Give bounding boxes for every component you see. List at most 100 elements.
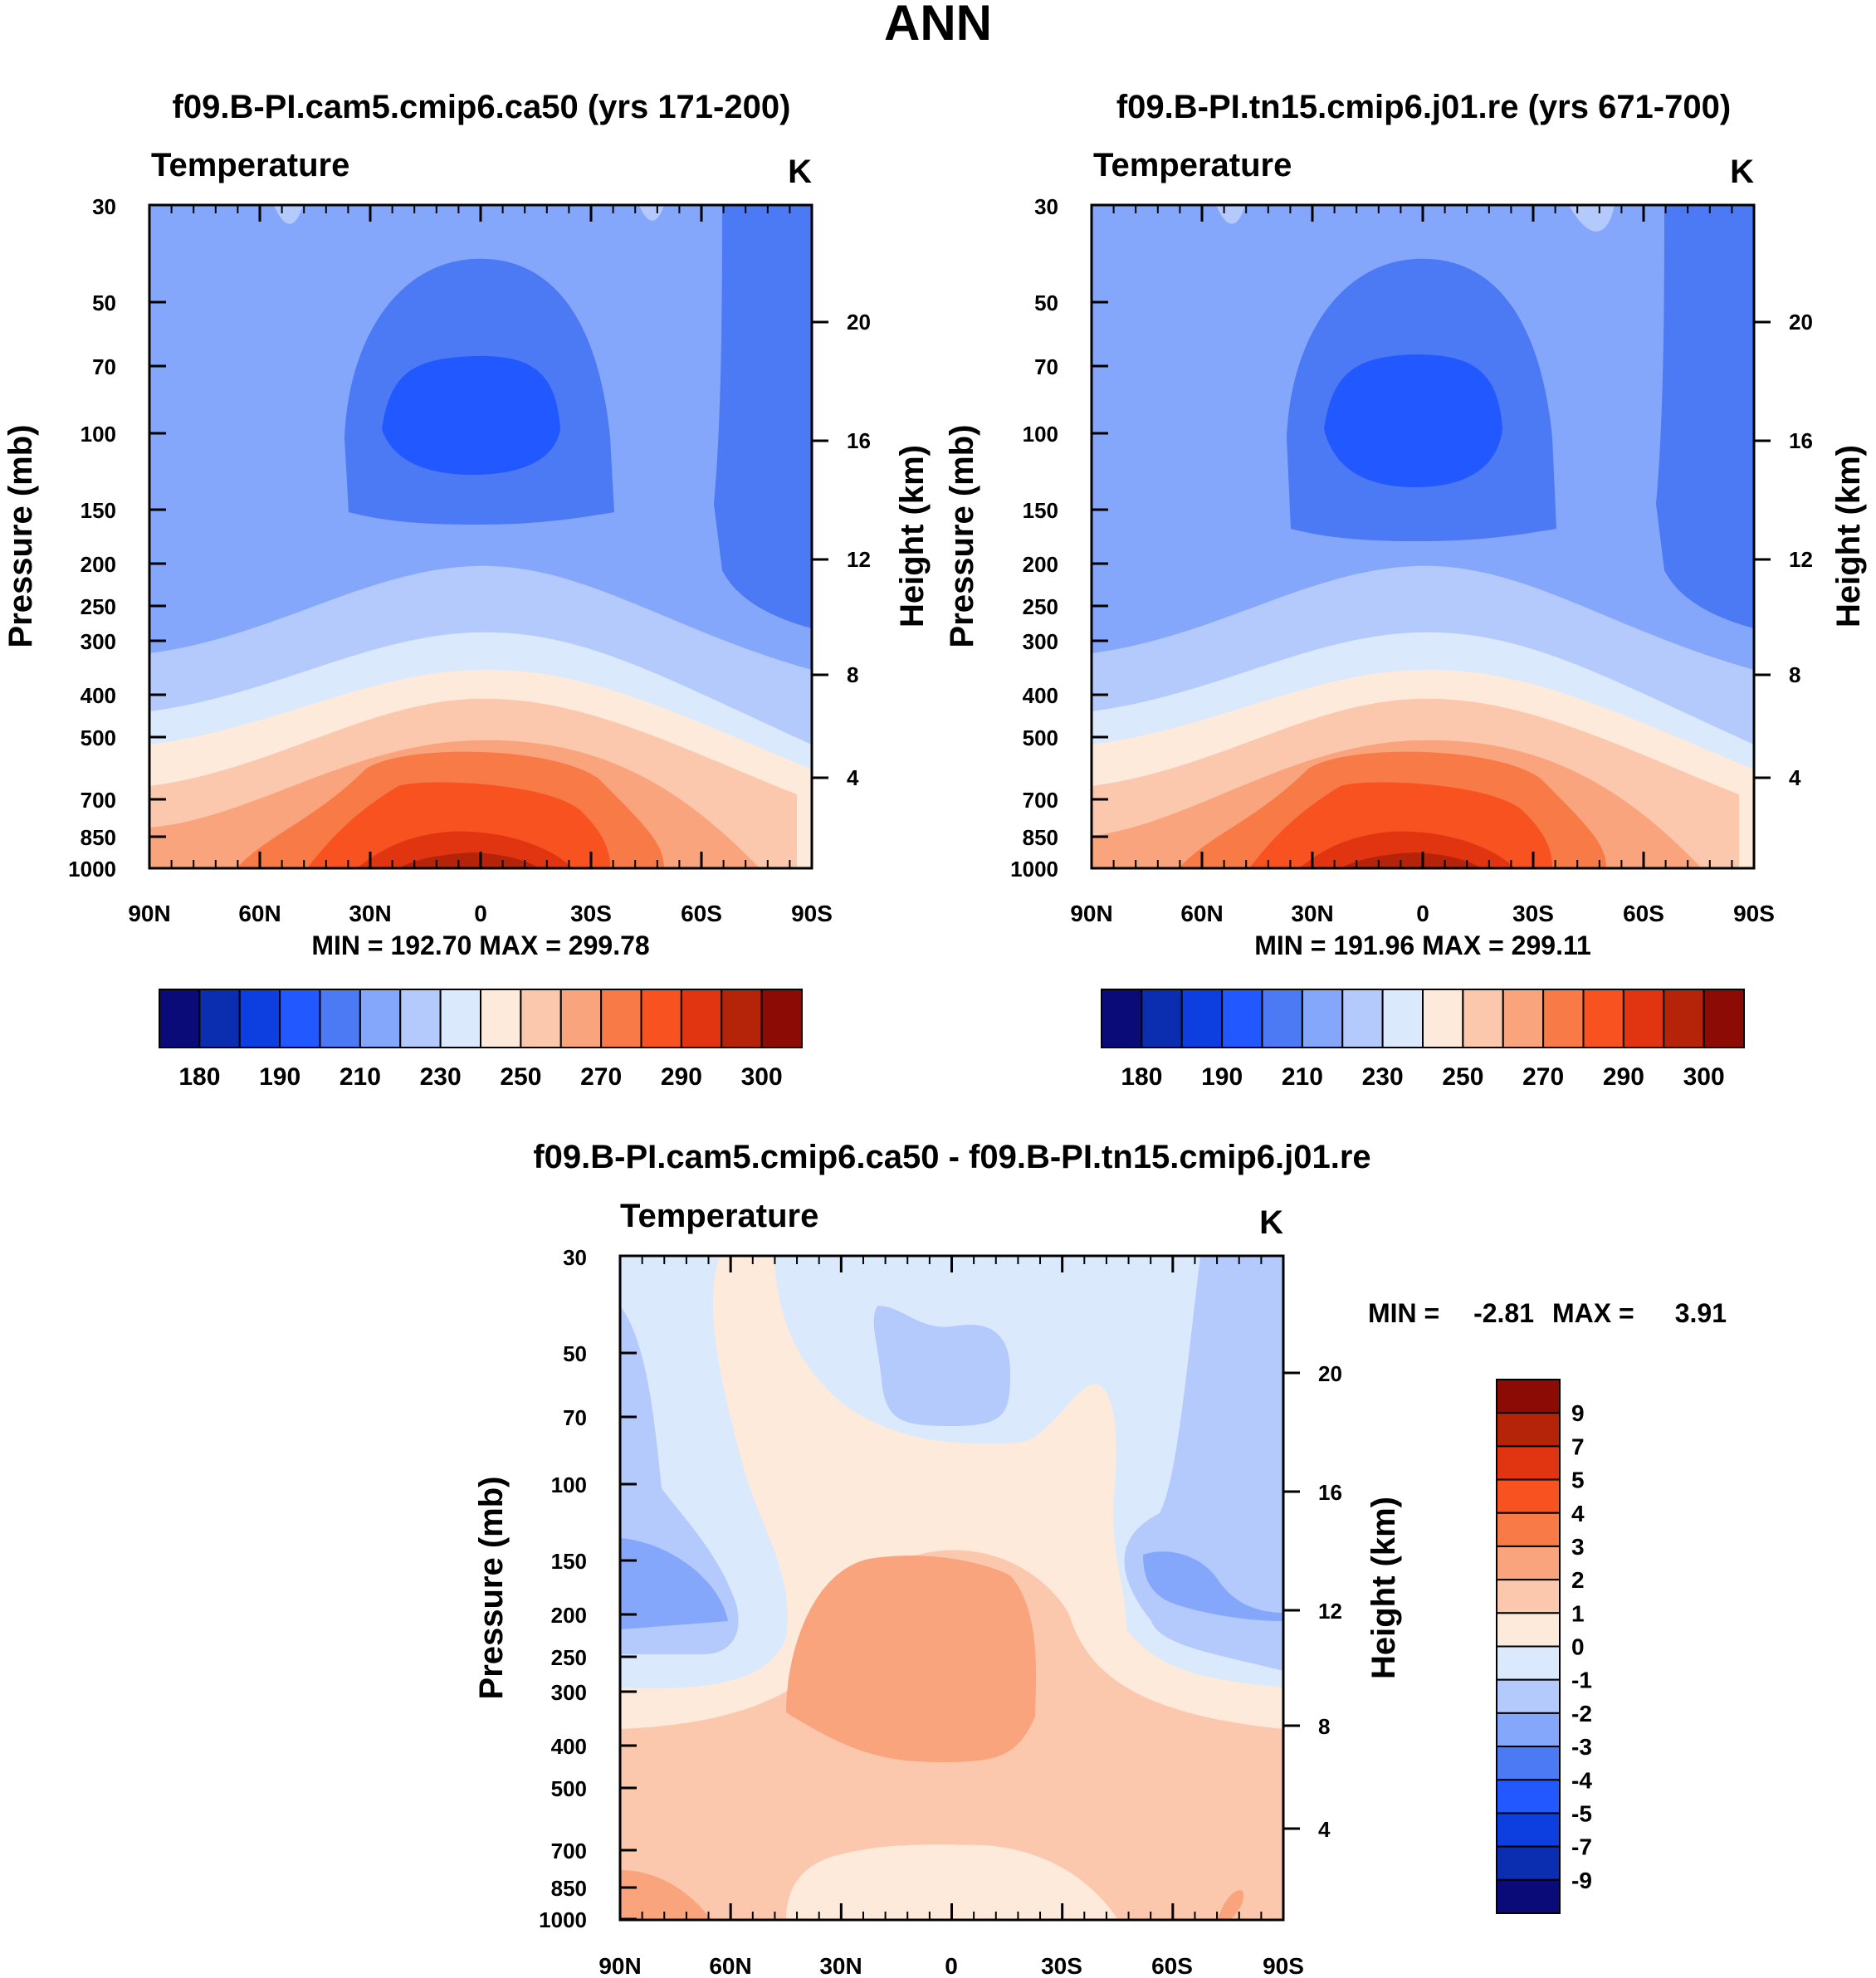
y2-tick-label: 4 [1789, 765, 1801, 790]
colorbar-label: 210 [1282, 1063, 1323, 1091]
colorbar-label: 210 [340, 1063, 381, 1091]
colorbar-label: -9 [1571, 1868, 1592, 1893]
colorbar-swatch [1496, 1746, 1561, 1781]
panel-1-units-label: K [788, 154, 812, 190]
y-tick-label: 250 [551, 1645, 587, 1670]
colorbar-swatch [1341, 989, 1384, 1048]
panel-3: f09.B-PI.cam5.cmip6.ca50 - f09.B-PI.tn15… [473, 1139, 1727, 1978]
colorbar-label: 0 [1571, 1634, 1585, 1660]
panel-2-units-label: K [1730, 154, 1754, 190]
colorbar-label: 270 [580, 1063, 622, 1091]
y-tick-label: 1000 [1010, 857, 1058, 882]
panel-3-stats-min-label: MIN = [1368, 1298, 1439, 1328]
panel-3-title: f09.B-PI.cam5.cmip6.ca50 - f09.B-PI.tn15… [533, 1139, 1370, 1175]
y-tick-label: 700 [81, 788, 116, 813]
panel-2-plot-area [1092, 205, 1754, 868]
colorbar-swatch [399, 989, 442, 1048]
y2-tick-label: 20 [1318, 1361, 1342, 1386]
panel-2-title: f09.B-PI.tn15.cmip6.j01.re (yrs 671-700) [1116, 89, 1731, 125]
y-tick-label: 500 [1023, 725, 1058, 750]
y2-tick-label: 16 [1789, 428, 1813, 453]
colorbar-swatch [1496, 1845, 1561, 1881]
panel-3-contour-fill [786, 1556, 1037, 1762]
y2-tick-label: 16 [1318, 1480, 1342, 1505]
colorbar-2: 180 190 210 230 250 270 290 300 [1101, 989, 1745, 1091]
x-tick-label: 60S [681, 901, 722, 926]
panel-2: f09.B-PI.tn15.cmip6.j01.re (yrs 671-700)… [944, 89, 1867, 960]
panel-1-contour-fill [714, 205, 812, 628]
panel-1-y-axis-title: Pressure (mb) [2, 425, 39, 648]
colorbar-label: -7 [1571, 1834, 1592, 1860]
y-tick-label: 300 [1023, 629, 1058, 654]
colorbar-swatch [159, 989, 201, 1048]
y2-tick-label: 20 [847, 310, 871, 335]
y-tick-label: 250 [1023, 594, 1058, 619]
y-tick-label: 100 [1023, 422, 1058, 447]
colorbar-label: -5 [1571, 1800, 1592, 1826]
colorbar-swatch [238, 989, 281, 1048]
panel-2-contour-fill [1299, 831, 1515, 868]
colorbar-swatch [1502, 989, 1545, 1048]
y-tick-label: 700 [1023, 788, 1058, 813]
panel-1-field-label: Temperature [151, 147, 349, 183]
panel-3-stats-min-value: -2.81 [1473, 1298, 1534, 1328]
panel-2-contour-fill [1324, 354, 1502, 487]
x-tick-label: 30N [1291, 901, 1333, 926]
y-tick-label: 500 [81, 725, 116, 750]
y2-tick-label: 8 [847, 662, 858, 687]
y-tick-label: 400 [551, 1734, 587, 1759]
colorbar-label: 7 [1571, 1433, 1585, 1459]
panel-1-plot-area [149, 205, 812, 868]
x-tick-label: 60S [1151, 1953, 1193, 1978]
colorbar-swatch [1422, 989, 1464, 1048]
colorbar-swatch [1496, 1812, 1561, 1848]
panel-3-units-label: K [1259, 1204, 1283, 1241]
colorbar-label: 250 [500, 1063, 541, 1091]
colorbar-label: 300 [1683, 1063, 1725, 1091]
x-tick-label: 0 [474, 901, 487, 926]
y-tick-label: 30 [1034, 194, 1058, 219]
panel-3-y-axis-title: Pressure (mb) [473, 1477, 510, 1700]
colorbar-swatch [640, 989, 682, 1048]
panel-3-y2-ticks: 20 16 12 8 4 [1318, 1361, 1342, 1842]
colorbar-swatch [1496, 1445, 1561, 1481]
panel-1-contour-fill [398, 852, 540, 868]
colorbar-swatch [600, 989, 642, 1048]
colorbar-swatch [1101, 989, 1143, 1048]
colorbar-label: 180 [1121, 1063, 1162, 1091]
colorbar-swatch [198, 989, 241, 1048]
y-tick-label: 200 [81, 552, 116, 577]
y-tick-label: 1000 [539, 1907, 587, 1932]
panel-3-y2-axis-title: Height (km) [1365, 1497, 1402, 1679]
colorbar-swatch [1663, 989, 1705, 1048]
colorbar-label: 3 [1571, 1534, 1585, 1560]
colorbar-label: 300 [741, 1063, 783, 1091]
colorbar-swatch [1622, 989, 1665, 1048]
colorbar-swatch [1542, 989, 1585, 1048]
y2-tick-label: 12 [1318, 1599, 1342, 1624]
panel-1: f09.B-PI.cam5.cmip6.ca50 (yrs 171-200) T… [2, 89, 931, 960]
colorbar-label: 290 [1603, 1063, 1644, 1091]
x-tick-label: 90S [1263, 1953, 1304, 1978]
y2-tick-label: 4 [1318, 1817, 1331, 1842]
colorbar-label: 250 [1442, 1063, 1483, 1091]
figure-title: ANN [884, 0, 992, 51]
colorbar-3: 9 7 5 4 3 2 1 0 -1 -2 -3 -4 -5 -7 -9 [1496, 1379, 1592, 1914]
x-tick-label: 30N [819, 1953, 862, 1978]
y-tick-label: 300 [81, 629, 116, 654]
panel-1-y2-axis-title: Height (km) [894, 445, 931, 628]
y2-tick-label: 12 [847, 547, 871, 572]
panel-2-y-ticks: 30 50 70 100 150 200 250 300 400 500 700… [1010, 194, 1058, 882]
colorbar-swatch [1180, 989, 1224, 1048]
panel-3-y-ticks: 30 50 70 100 150 200 250 300 400 500 700… [539, 1245, 587, 1932]
colorbar-swatch [1496, 1379, 1561, 1414]
colorbar-swatch [520, 989, 562, 1048]
panel-2-contour-fill [1569, 205, 1615, 232]
colorbar-swatch [1496, 1678, 1561, 1714]
panel-2-y-axis-title: Pressure (mb) [944, 425, 980, 648]
y-tick-label: 850 [1023, 825, 1058, 850]
x-tick-label: 30S [1512, 901, 1554, 926]
y-tick-label: 100 [81, 422, 116, 447]
x-tick-label: 60N [709, 1953, 751, 1978]
